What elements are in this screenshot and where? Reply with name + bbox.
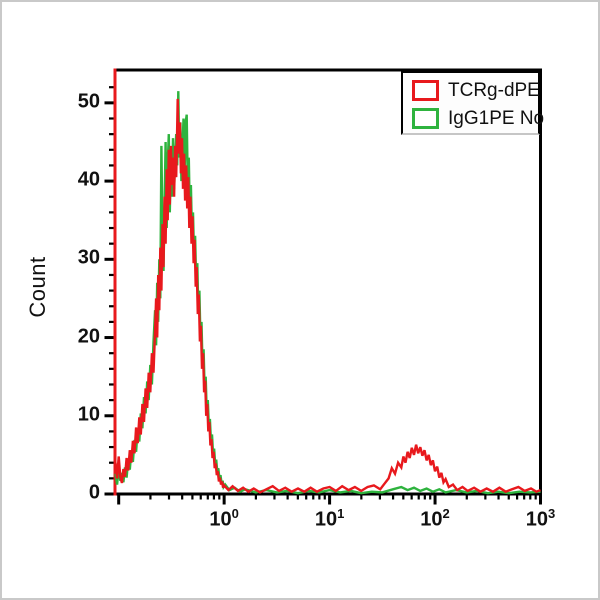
legend-item-igg1pe: IgG1PE No — [412, 106, 544, 131]
legend-swatch-red-icon — [412, 80, 439, 101]
legend-swatch-green-icon — [412, 108, 439, 129]
series-trace-tcrg-dpe — [114, 98, 541, 494]
y-tick-label: 50 — [77, 90, 100, 113]
y-tick-label: 40 — [77, 168, 100, 191]
y-tick-label: 30 — [77, 246, 100, 269]
x-tick-label: 101 — [314, 506, 345, 531]
y-tick-label: 0 — [88, 481, 100, 504]
x-tick-label: 102 — [420, 506, 450, 531]
y-tick-label: 20 — [77, 325, 100, 348]
x-tick-label: 100 — [209, 506, 239, 531]
legend-label-igg1pe: IgG1PE No — [448, 107, 545, 129]
x-tick-label: 103 — [525, 506, 556, 531]
y-axis-title: Count — [25, 256, 50, 318]
legend-label-tcrg-dpe: TCRg-dPE — [448, 79, 540, 101]
legend-item-tcrg-dpe: TCRg-dPE — [412, 78, 540, 103]
legend: TCRg-dPE IgG1PE No — [401, 71, 544, 135]
y-tick-label: 10 — [77, 403, 100, 426]
